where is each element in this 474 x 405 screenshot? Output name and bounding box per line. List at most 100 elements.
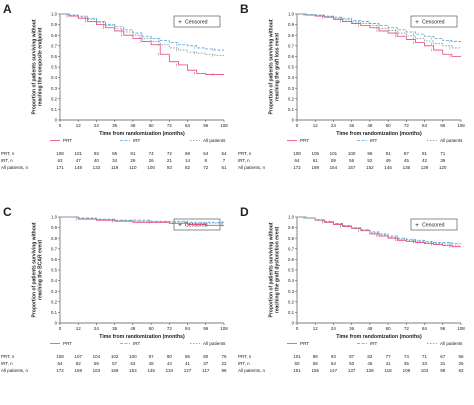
legend-label-all-patients: All patients [440, 138, 463, 143]
risk-table-cell: 61 [313, 158, 319, 163]
y-tick-label: 0.6 [51, 54, 58, 59]
risk-table-cell: 156 [311, 368, 319, 373]
x-tick-label: 84 [422, 123, 428, 128]
risk-table-cell: 47 [76, 158, 82, 163]
km-curve-irt [60, 13, 224, 51]
y-axis-label-line: reaching the composite endpoint [38, 27, 44, 106]
x-tick-label: 60 [149, 326, 155, 331]
risk-table-cell: 133 [93, 165, 101, 170]
y-tick-label: 0.4 [288, 278, 295, 283]
risk-table-cell: 22 [221, 361, 227, 366]
legend-label-all-patients: All patients [203, 138, 226, 143]
y-tick-label: 0.4 [51, 278, 58, 283]
risk-table-cell: 102 [111, 354, 119, 359]
risk-table-cell: 71 [422, 354, 428, 359]
risk-table-cell: 64 [57, 361, 63, 366]
risk-table-cell: 81 [130, 151, 136, 156]
x-tick-label: 24 [94, 326, 100, 331]
y-axis-label-line: reaching the graft loss event [275, 33, 281, 101]
risk-table-cell: 14 [185, 158, 191, 163]
risk-table-cell: 72 [167, 151, 173, 156]
y-tick-label: 0.8 [288, 33, 295, 38]
y-tick-label: 0.2 [288, 96, 295, 101]
risk-table-cell: 40 [94, 158, 100, 163]
risk-table-cell: 64 [294, 158, 300, 163]
y-tick-label: 0.2 [288, 299, 295, 304]
risk-table-cell: 163 [93, 368, 101, 373]
risk-table-cell: 101 [330, 151, 338, 156]
censored-legend-label: Censored [422, 20, 445, 26]
x-tick-label: 36 [112, 326, 118, 331]
panel-letter: A [3, 2, 12, 16]
risk-table-row-label: All patients, n [238, 165, 266, 170]
risk-table-cell: 153 [129, 368, 137, 373]
y-axis-label-line: Proportion of patients surviving without [32, 19, 38, 114]
y-tick-label: 0.2 [51, 299, 58, 304]
y-tick-label: 0.8 [51, 33, 58, 38]
risk-table-cell: 56 [458, 354, 464, 359]
risk-table-row-label: All patients, n [238, 368, 266, 373]
risk-table-cell: 61 [221, 165, 227, 170]
x-tick-label: 72 [404, 123, 410, 128]
risk-table-cell: 74 [149, 151, 155, 156]
risk-table-cell: 96 [367, 151, 373, 156]
y-tick-label: 0.5 [51, 268, 58, 273]
y-axis-label: Proportion of patients surviving without… [32, 19, 44, 114]
x-tick-label: 24 [331, 326, 337, 331]
km-curve-all-patients [60, 13, 224, 56]
y-axis-label-line: Proportion of patients surviving without [32, 222, 38, 317]
risk-table-cell: 105 [311, 151, 319, 156]
x-tick-label: 0 [296, 326, 299, 331]
panel-letter: D [240, 205, 249, 219]
x-tick-label: 12 [313, 326, 319, 331]
x-tick-label: 84 [185, 326, 191, 331]
y-axis-label-line: Proportion of patients surviving without [269, 222, 275, 317]
x-tick-label: 96 [440, 326, 446, 331]
x-tick-label: 108 [220, 123, 228, 128]
risk-table-cell: 145 [147, 368, 155, 373]
risk-table-row-label: IRT, n [238, 158, 250, 163]
risk-table-cell: 67 [440, 354, 446, 359]
x-tick-label: 96 [203, 123, 209, 128]
risk-table-cell: 136 [403, 165, 411, 170]
risk-table-cell: 128 [366, 368, 374, 373]
legend-label-prt: PRT [63, 341, 72, 346]
risk-table-cell: 50 [294, 361, 300, 366]
risk-table-cell: 56 [349, 158, 355, 163]
y-tick-label: 1.0 [288, 215, 295, 220]
y-tick-label: 0.1 [288, 107, 295, 112]
risk-table-cell: 54 [221, 151, 227, 156]
risk-table-cell: 172 [56, 368, 64, 373]
legend-label-irt: IRT [133, 138, 141, 143]
risk-table-row-label: PRT, n [238, 151, 252, 156]
y-tick-label: 0.4 [288, 75, 295, 80]
risk-table-cell: 33 [422, 361, 428, 366]
panel-letter: B [240, 2, 249, 16]
y-tick-label: 0.7 [51, 246, 58, 251]
risk-table-cell: 63 [57, 158, 63, 163]
risk-table-cell: 90 [167, 354, 173, 359]
y-tick-label: 0 [292, 321, 295, 326]
risk-table-cell: 44 [167, 361, 173, 366]
panel-d: D 0 0.1 0.2 0.3 0.4 0.5 0.6 0.7 0.8 0.9 1.0 0 12 24 36 4… [238, 205, 465, 373]
legend-label-irt: IRT [133, 341, 141, 346]
risk-table-cell: 48 [149, 361, 155, 366]
legend-label-all-patients: All patients [203, 341, 226, 346]
risk-table-cell: 91 [386, 151, 392, 156]
risk-table-cell: 97 [149, 354, 155, 359]
risk-table-cell: 31 [440, 361, 446, 366]
censored-mark-icon: + [415, 19, 419, 26]
risk-table-cell: 77 [386, 354, 392, 359]
risk-table-cell: 93 [331, 354, 337, 359]
risk-table-cell: 100 [129, 354, 137, 359]
risk-table-cell: 147 [330, 368, 338, 373]
km-curve-all-patients [297, 216, 461, 246]
risk-table-cell: 74 [404, 354, 410, 359]
censored-legend-box [410, 15, 458, 28]
risk-table-cell: 53 [130, 361, 136, 366]
y-tick-label: 1.0 [51, 215, 58, 220]
risk-table-cell: 129 [421, 165, 429, 170]
risk-table-cell: 137 [348, 368, 356, 373]
risk-table-cell: 54 [331, 361, 337, 366]
risk-table-cell: 118 [385, 368, 393, 373]
